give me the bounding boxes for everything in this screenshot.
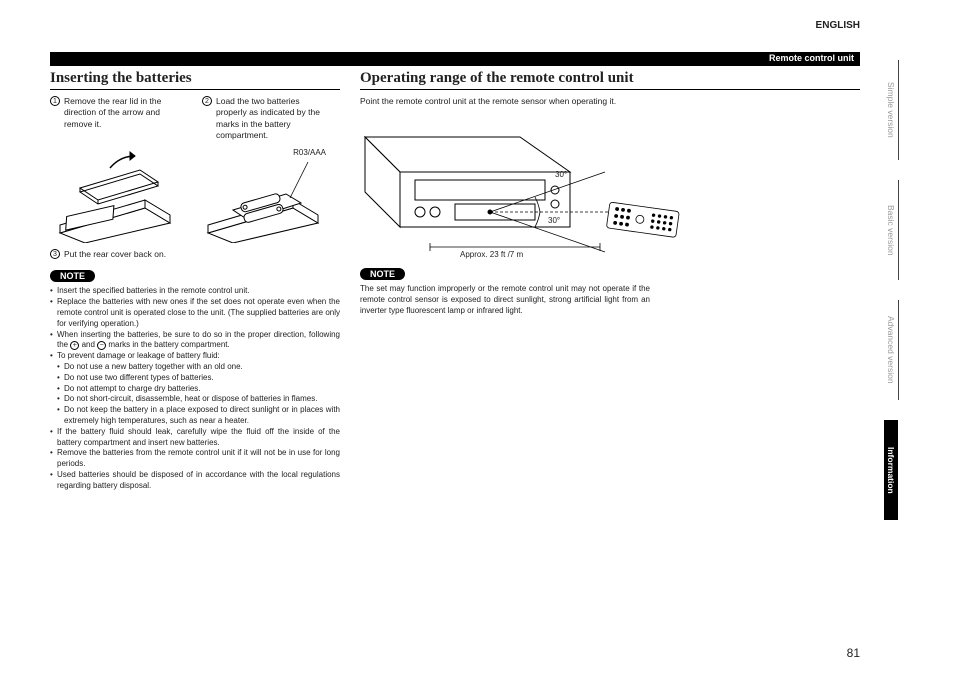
angle-label-top: 30°	[555, 170, 567, 179]
tab-basic[interactable]: Basic version	[884, 180, 899, 280]
note-subitem: Do not keep the battery in a place expos…	[50, 405, 340, 427]
heading-range: Operating range of the remote control un…	[360, 70, 860, 90]
minus-icon: −	[97, 341, 106, 350]
content-columns: Inserting the batteries 1 Remove the rea…	[50, 70, 860, 491]
figure-operating-range: 30° 30° Approx. 23 ft /7 m	[360, 112, 700, 262]
step-3-text: Put the rear cover back on.	[64, 249, 166, 260]
figure-remove-lid	[50, 148, 180, 243]
right-note-block: NOTE The set may function improperly or …	[360, 262, 650, 316]
step-1-text: Remove the rear lid in the direction of …	[64, 96, 178, 142]
page-number: 81	[847, 646, 860, 660]
angle-label-bottom: 30°	[548, 216, 560, 225]
manual-page: ENGLISH Remote control unit Inserting th…	[50, 20, 860, 660]
battery-type-label: R03/AAA	[293, 148, 326, 157]
step-3: 3 Put the rear cover back on.	[50, 249, 340, 260]
step-number-1: 1	[50, 96, 60, 106]
tab-advanced[interactable]: Advanced version	[884, 300, 899, 400]
note-item: Used batteries should be disposed of in …	[50, 470, 340, 492]
side-tabs: Simple version Basic version Advanced ve…	[884, 60, 954, 620]
step-1: 1 Remove the rear lid in the direction o…	[50, 96, 178, 142]
note-subitem: Do not use a new battery together with a…	[50, 362, 340, 373]
step-2-text: Load the two batteries properly as indic…	[216, 96, 330, 142]
language-label: ENGLISH	[816, 20, 860, 31]
step-2: 2 Load the two batteries properly as ind…	[202, 96, 330, 142]
notes-right: The set may function improperly or the r…	[360, 284, 650, 316]
section-bar: Remote control unit	[50, 52, 860, 66]
left-column: Inserting the batteries 1 Remove the rea…	[50, 70, 340, 491]
intro-text: Point the remote control unit at the rem…	[360, 96, 860, 106]
note-pill-left: NOTE	[50, 270, 95, 282]
note-subitem: Do not short-circuit, disassemble, heat …	[50, 394, 340, 405]
figure-row: R03/AAA	[50, 148, 340, 243]
step-number-3: 3	[50, 249, 60, 259]
note-item: To prevent damage or leakage of battery …	[50, 351, 340, 362]
right-column: Operating range of the remote control un…	[360, 70, 860, 491]
figure-insert-batteries: R03/AAA	[198, 148, 328, 243]
note-item: When inserting the batteries, be sure to…	[50, 330, 340, 352]
distance-label: Approx. 23 ft /7 m	[460, 250, 523, 259]
notes-left: Insert the specified batteries in the re…	[50, 286, 340, 491]
note-pill-right: NOTE	[360, 268, 405, 280]
note-subitem: Do not use two different types of batter…	[50, 373, 340, 384]
tab-information[interactable]: Information	[884, 420, 898, 520]
steps-row: 1 Remove the rear lid in the direction o…	[50, 96, 340, 142]
plus-icon: +	[70, 341, 79, 350]
note-item: Remove the batteries from the remote con…	[50, 448, 340, 470]
note-item: If the battery fluid should leak, carefu…	[50, 427, 340, 449]
step-number-2: 2	[202, 96, 212, 106]
note-item: Insert the specified batteries in the re…	[50, 286, 340, 297]
note-subitem: Do not attempt to charge dry batteries.	[50, 384, 340, 395]
tab-simple[interactable]: Simple version	[884, 60, 899, 160]
note-item: Replace the batteries with new ones if t…	[50, 297, 340, 329]
heading-batteries: Inserting the batteries	[50, 70, 340, 90]
